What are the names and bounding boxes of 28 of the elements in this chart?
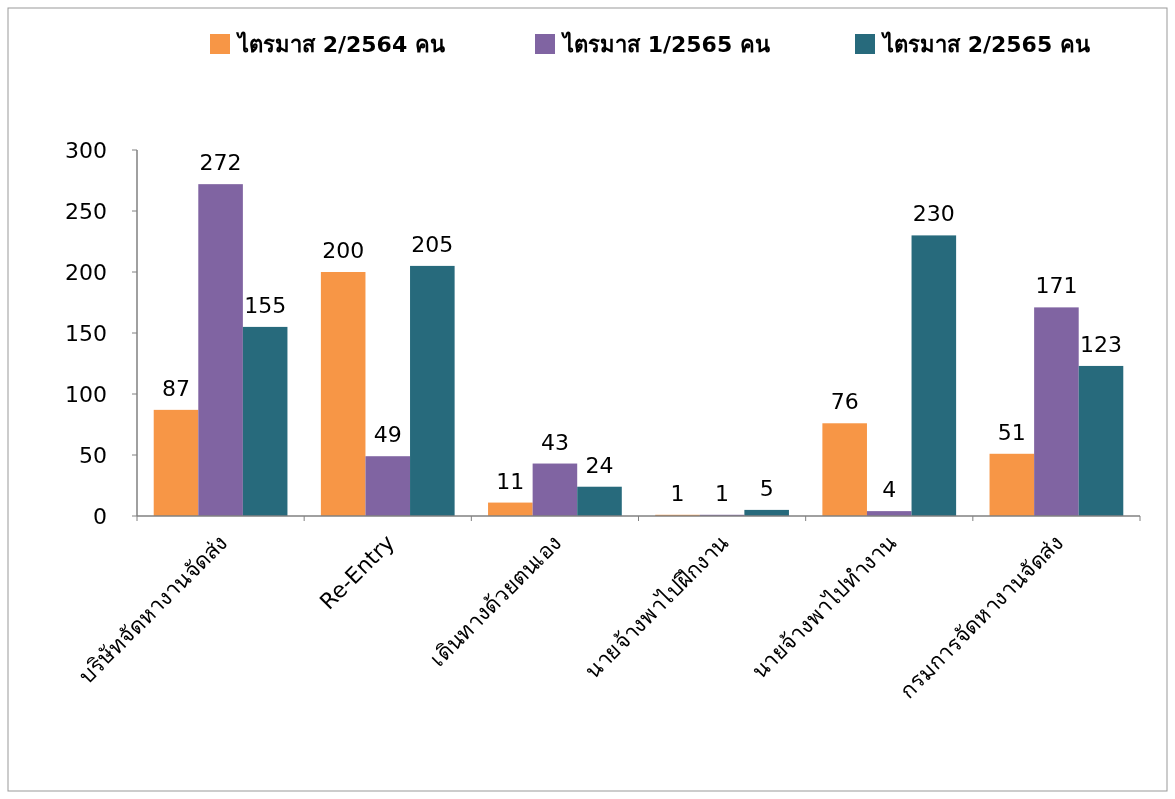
data-label: 87 [162,375,191,401]
legend-label: ไตรมาส 2/2565 คน [881,31,1090,57]
data-label: 155 [244,292,287,318]
y-tick-label: 100 [65,382,107,407]
legend-label: ไตรมาส 2/2564 คน [236,31,445,57]
data-label: 171 [1035,273,1078,299]
data-label: 1 [715,480,730,506]
data-label: 200 [322,238,365,263]
data-label: 76 [830,389,859,415]
y-tick-label: 250 [65,199,107,224]
y-tick-label: 200 [65,260,107,285]
legend-label: ไตรมาส 1/2565 คน [561,31,770,57]
data-label: 5 [759,475,774,501]
data-label: 4 [882,477,897,503]
y-tick-label: 150 [65,321,107,346]
data-label: 49 [373,422,402,448]
data-label: 24 [585,452,614,478]
data-label: 51 [997,419,1026,445]
data-label: 1 [670,480,685,506]
y-tick-label: 50 [79,443,107,468]
data-label: 272 [199,150,242,176]
data-label: 11 [496,468,525,494]
data-label: 43 [540,429,569,455]
y-tick-label: 300 [65,138,107,163]
y-tick-label: 0 [93,504,107,529]
data-label: 123 [1079,331,1122,357]
data-label: 205 [411,231,454,257]
data-label: 230 [912,201,955,227]
